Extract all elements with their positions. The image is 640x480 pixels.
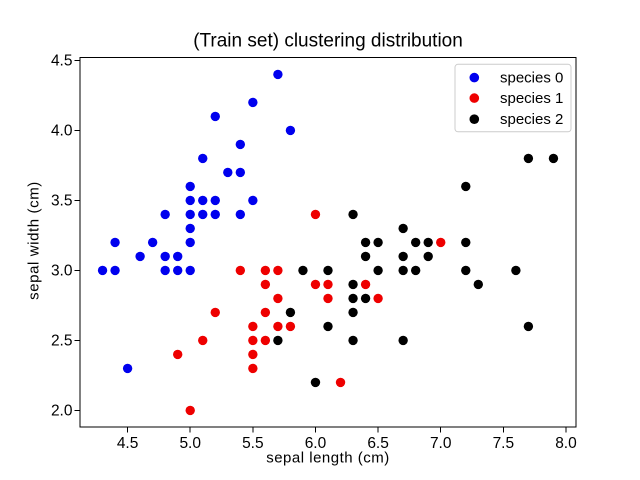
svg-text:4.0: 4.0 — [51, 122, 73, 139]
svg-text:5.5: 5.5 — [242, 435, 264, 452]
svg-text:sepal length (cm): sepal length (cm) — [266, 450, 390, 467]
svg-text:6.5: 6.5 — [367, 435, 389, 452]
svg-text:6.0: 6.0 — [305, 435, 327, 452]
svg-text:species 0: species 0 — [500, 69, 563, 86]
svg-text:7.5: 7.5 — [493, 435, 515, 452]
svg-text:4.5: 4.5 — [51, 52, 73, 69]
svg-text:3.5: 3.5 — [51, 192, 73, 209]
svg-text:3.0: 3.0 — [51, 262, 73, 279]
svg-text:(Train set) clustering distrib: (Train set) clustering distribution — [193, 31, 463, 52]
svg-text:species 1: species 1 — [500, 90, 563, 107]
svg-text:8.0: 8.0 — [555, 435, 577, 452]
svg-text:2.0: 2.0 — [51, 402, 73, 419]
svg-text:sepal width (cm): sepal width (cm) — [26, 181, 43, 300]
svg-text:4.5: 4.5 — [117, 435, 139, 452]
svg-text:species 2: species 2 — [500, 111, 563, 128]
svg-text:5.0: 5.0 — [179, 435, 201, 452]
svg-text:2.5: 2.5 — [51, 332, 73, 349]
svg-text:7.0: 7.0 — [430, 435, 452, 452]
